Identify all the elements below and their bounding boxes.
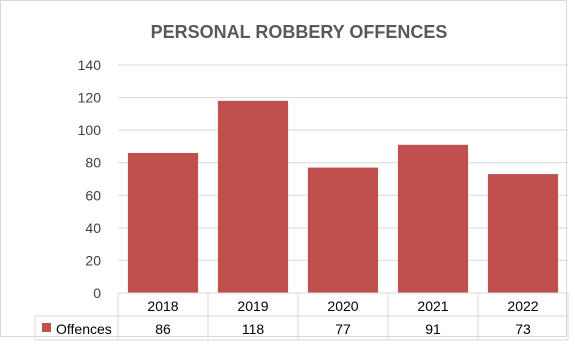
legend-key [42,323,51,332]
bar-2019 [217,100,289,293]
data-label: 73 [515,321,531,337]
category-label: 2022 [507,298,538,314]
y-axis-labels: 0 20 40 60 80 100 120 140 [78,57,102,301]
y-tick-label: 80 [85,155,101,171]
bars [127,100,559,293]
bar-2020 [307,167,379,293]
category-label: 2019 [237,298,268,314]
category-label: 2018 [147,298,178,314]
series-name: Offences [56,321,112,337]
bar-2022 [487,174,559,293]
y-tick-label: 0 [93,285,101,301]
data-label: 86 [155,321,171,337]
bar-2021 [397,144,469,293]
data-label: 118 [242,321,265,337]
bar-2018 [127,152,199,293]
y-tick-label: 100 [78,122,102,138]
y-tick-label: 20 [85,252,101,268]
category-label: 2021 [417,298,448,314]
y-tick-label: 40 [85,220,101,236]
data-label: 91 [425,321,441,337]
y-tick-label: 120 [78,90,102,106]
y-tick-label: 140 [78,57,102,73]
y-tick-label: 60 [85,187,101,203]
data-table: 2018 86 2019 118 2020 77 2021 91 2022 73 Offences [34,292,569,341]
chart-title: PERSONAL ROBBERY OFFENCES [151,22,448,42]
category-label: 2020 [327,298,358,314]
data-label: 77 [335,321,351,337]
